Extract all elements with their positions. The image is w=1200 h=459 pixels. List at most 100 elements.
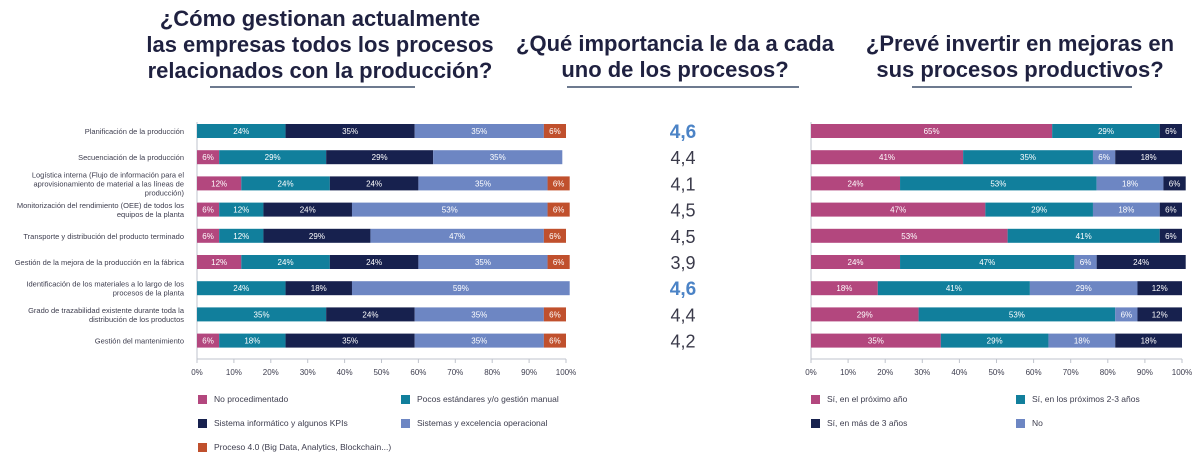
middle-title: ¿Qué importancia le da a cada uno de los… <box>515 31 835 83</box>
right-chart-bar-label: 41% <box>946 284 962 293</box>
right-chart-bar-segment <box>1163 176 1186 191</box>
right-chart-bar-segment <box>1096 255 1186 269</box>
left-chart-bar-label: 12% <box>211 179 227 188</box>
right-chart-bar-segment <box>811 255 901 269</box>
category-label-line: Secuenciación de la producción <box>78 153 184 162</box>
left-chart-bar-segment <box>329 255 419 269</box>
left-title-line-2: las empresas todos los procesos <box>146 32 494 57</box>
right-chart-bar-label: 29% <box>857 310 873 319</box>
importance-value: 4,4 <box>670 305 695 325</box>
left-title-line-3: relacionados con la producción? <box>147 58 493 83</box>
right-chart-bar-label: 18% <box>1118 206 1134 215</box>
left-chart-bar-label: 59% <box>453 284 469 293</box>
left-chart-x-tick-label: 50% <box>373 368 389 377</box>
right-chart-bar-segment <box>918 307 1116 322</box>
right-chart-x-tick-label: 100% <box>1172 368 1192 377</box>
left-chart-x-tick-label: 40% <box>337 368 353 377</box>
left-chart-bar-segment <box>197 176 242 191</box>
right-chart-bar-segment <box>900 255 1075 269</box>
right-chart-bar-label: 18% <box>1074 337 1090 346</box>
right-chart-bar-label: 6% <box>1169 179 1181 188</box>
left-chart-bar-segment <box>219 150 327 165</box>
left-chart-bar-label: 6% <box>549 127 561 136</box>
left-chart-bar-segment <box>547 176 570 191</box>
middle-title-underline <box>567 86 799 88</box>
left-chart-bar-label: 24% <box>233 284 249 293</box>
right-chart-bar-label: 12% <box>1152 310 1168 319</box>
left-chart-bar-segment <box>285 333 415 348</box>
left-chart-bar-segment <box>197 150 220 165</box>
importance-value: 4,5 <box>670 227 695 247</box>
legend-swatch <box>811 418 820 428</box>
right-chart-x-tick-label: 80% <box>1100 368 1116 377</box>
legend-right-proximo-ano: Sí, en el próximo año <box>811 394 907 404</box>
left-chart-bar-segment <box>197 228 220 243</box>
legend-label: No <box>1032 418 1043 428</box>
category-label: Logística interna (Flujo de información … <box>32 170 185 197</box>
left-chart-bar-label: 35% <box>471 127 487 136</box>
legend-left-pocos-estandares: Pocos estándares y/o gestión manual <box>401 394 559 404</box>
category-label-line: Monitorización del rendimiento (OEE) de … <box>17 201 184 210</box>
importance-value: 4,6 <box>670 122 696 143</box>
left-chart-bar-label: 6% <box>202 337 214 346</box>
left-chart-bar-label: 12% <box>233 206 249 215</box>
right-chart-bar-label: 29% <box>1098 127 1114 136</box>
left-chart-bar-segment <box>351 202 548 217</box>
legend-label: Sí, en los próximos 2-3 años <box>1032 394 1140 404</box>
right-chart-bar-segment <box>1092 150 1116 165</box>
category-label-line: procesos de la planta <box>113 289 185 298</box>
left-chart-bar-label: 18% <box>244 337 260 346</box>
right-chart-bar-segment <box>877 281 1030 296</box>
left-chart-bar-label: 24% <box>278 179 294 188</box>
left-chart-bar-segment <box>326 150 434 165</box>
left-chart-bar-segment <box>285 124 415 138</box>
left-chart-bar-segment <box>543 307 566 322</box>
left-chart-x-tick-label: 20% <box>263 368 279 377</box>
left-chart-x-tick-label: 10% <box>226 368 242 377</box>
legend-label: Sí, en el próximo año <box>827 394 908 404</box>
right-chart-bar-label: 6% <box>1080 258 1092 267</box>
left-title-underline <box>210 86 415 88</box>
right-chart-bar-segment <box>1137 281 1182 296</box>
right-chart-x-tick-label: 40% <box>951 368 967 377</box>
right-chart-bar-label: 47% <box>890 206 906 215</box>
right-chart-bar-segment <box>1159 202 1182 217</box>
middle-title-line-1: ¿Qué importancia le da a cada <box>516 31 834 56</box>
right-chart-bar-label: 41% <box>1076 232 1092 241</box>
left-chart-bar-segment <box>197 202 220 217</box>
legend-swatch <box>401 418 410 428</box>
left-chart-bar-label: 35% <box>475 179 491 188</box>
left-chart-bar-label: 12% <box>211 258 227 267</box>
category-label: Grado de trazabilidad existente durante … <box>28 306 185 324</box>
left-chart-bar-label: 35% <box>475 258 491 267</box>
category-label-line: Transporte y distribución del producto t… <box>23 232 184 241</box>
right-chart-bar-label: 6% <box>1165 232 1177 241</box>
left-chart-bar-label: 35% <box>471 310 487 319</box>
left-chart-bar-label: 35% <box>342 337 358 346</box>
left-chart-bar-label: 35% <box>254 310 270 319</box>
right-chart-bar-segment <box>811 307 919 322</box>
category-label: Identificación de los materiales a lo la… <box>26 280 184 298</box>
right-chart-bar-segment <box>1092 202 1160 217</box>
right-chart-x-tick-label: 60% <box>1026 368 1042 377</box>
right-chart-bar-segment <box>811 281 878 296</box>
left-chart-bar-segment <box>285 281 352 296</box>
right-chart-bar-label: 53% <box>1009 310 1025 319</box>
left-chart-bar-label: 6% <box>549 337 561 346</box>
legend-swatch <box>401 394 410 404</box>
left-chart-bar-label: 6% <box>202 232 214 241</box>
right-chart-bar-segment <box>1096 176 1164 191</box>
left-chart-x-tick-label: 100% <box>556 368 576 377</box>
left-chart-bar-segment <box>418 176 548 191</box>
left-chart-bar-label: 35% <box>490 153 506 162</box>
right-chart-bar-segment <box>1115 150 1182 165</box>
right-chart-bar-label: 24% <box>848 258 864 267</box>
right-chart-bar-label: 18% <box>1141 337 1157 346</box>
left-chart-bar-segment <box>263 202 352 217</box>
right-chart-bar-label: 18% <box>1122 179 1138 188</box>
left-chart-bar-segment <box>197 281 286 296</box>
category-label-line: distribución de los productos <box>89 315 184 324</box>
right-chart-bar-segment <box>985 202 1093 217</box>
left-chart-bar-segment <box>418 255 548 269</box>
